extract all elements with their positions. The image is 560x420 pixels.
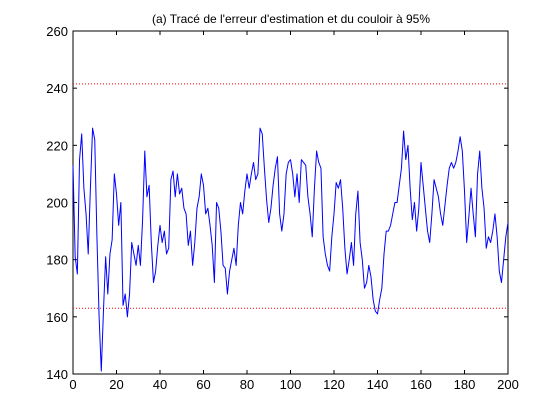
y-tick-label: 200 (46, 196, 68, 211)
y-tick-label: 220 (46, 138, 68, 153)
x-tick-label: 180 (454, 377, 476, 392)
y-tick-label: 260 (46, 24, 68, 39)
x-tick-label: 0 (69, 377, 76, 392)
x-tick-label: 40 (153, 377, 167, 392)
estimation-error-line (72, 127, 509, 372)
chart-title: (a) Tracé de l'erreur d'estimation et du… (152, 12, 430, 26)
y-tick-label: 160 (46, 310, 68, 325)
x-tick-label: 120 (323, 377, 345, 392)
x-tick-label: 60 (196, 377, 210, 392)
y-tick-label: 180 (46, 253, 68, 268)
x-tick-label: 20 (109, 377, 123, 392)
x-tick-label: 140 (367, 377, 389, 392)
x-tick-label: 200 (497, 377, 519, 392)
x-tick-label: 160 (410, 377, 432, 392)
y-tick-label: 240 (46, 81, 68, 96)
y-tick-label: 140 (46, 367, 68, 382)
x-tick-label: 80 (240, 377, 254, 392)
plot-area (72, 30, 509, 375)
x-tick-label: 100 (280, 377, 302, 392)
